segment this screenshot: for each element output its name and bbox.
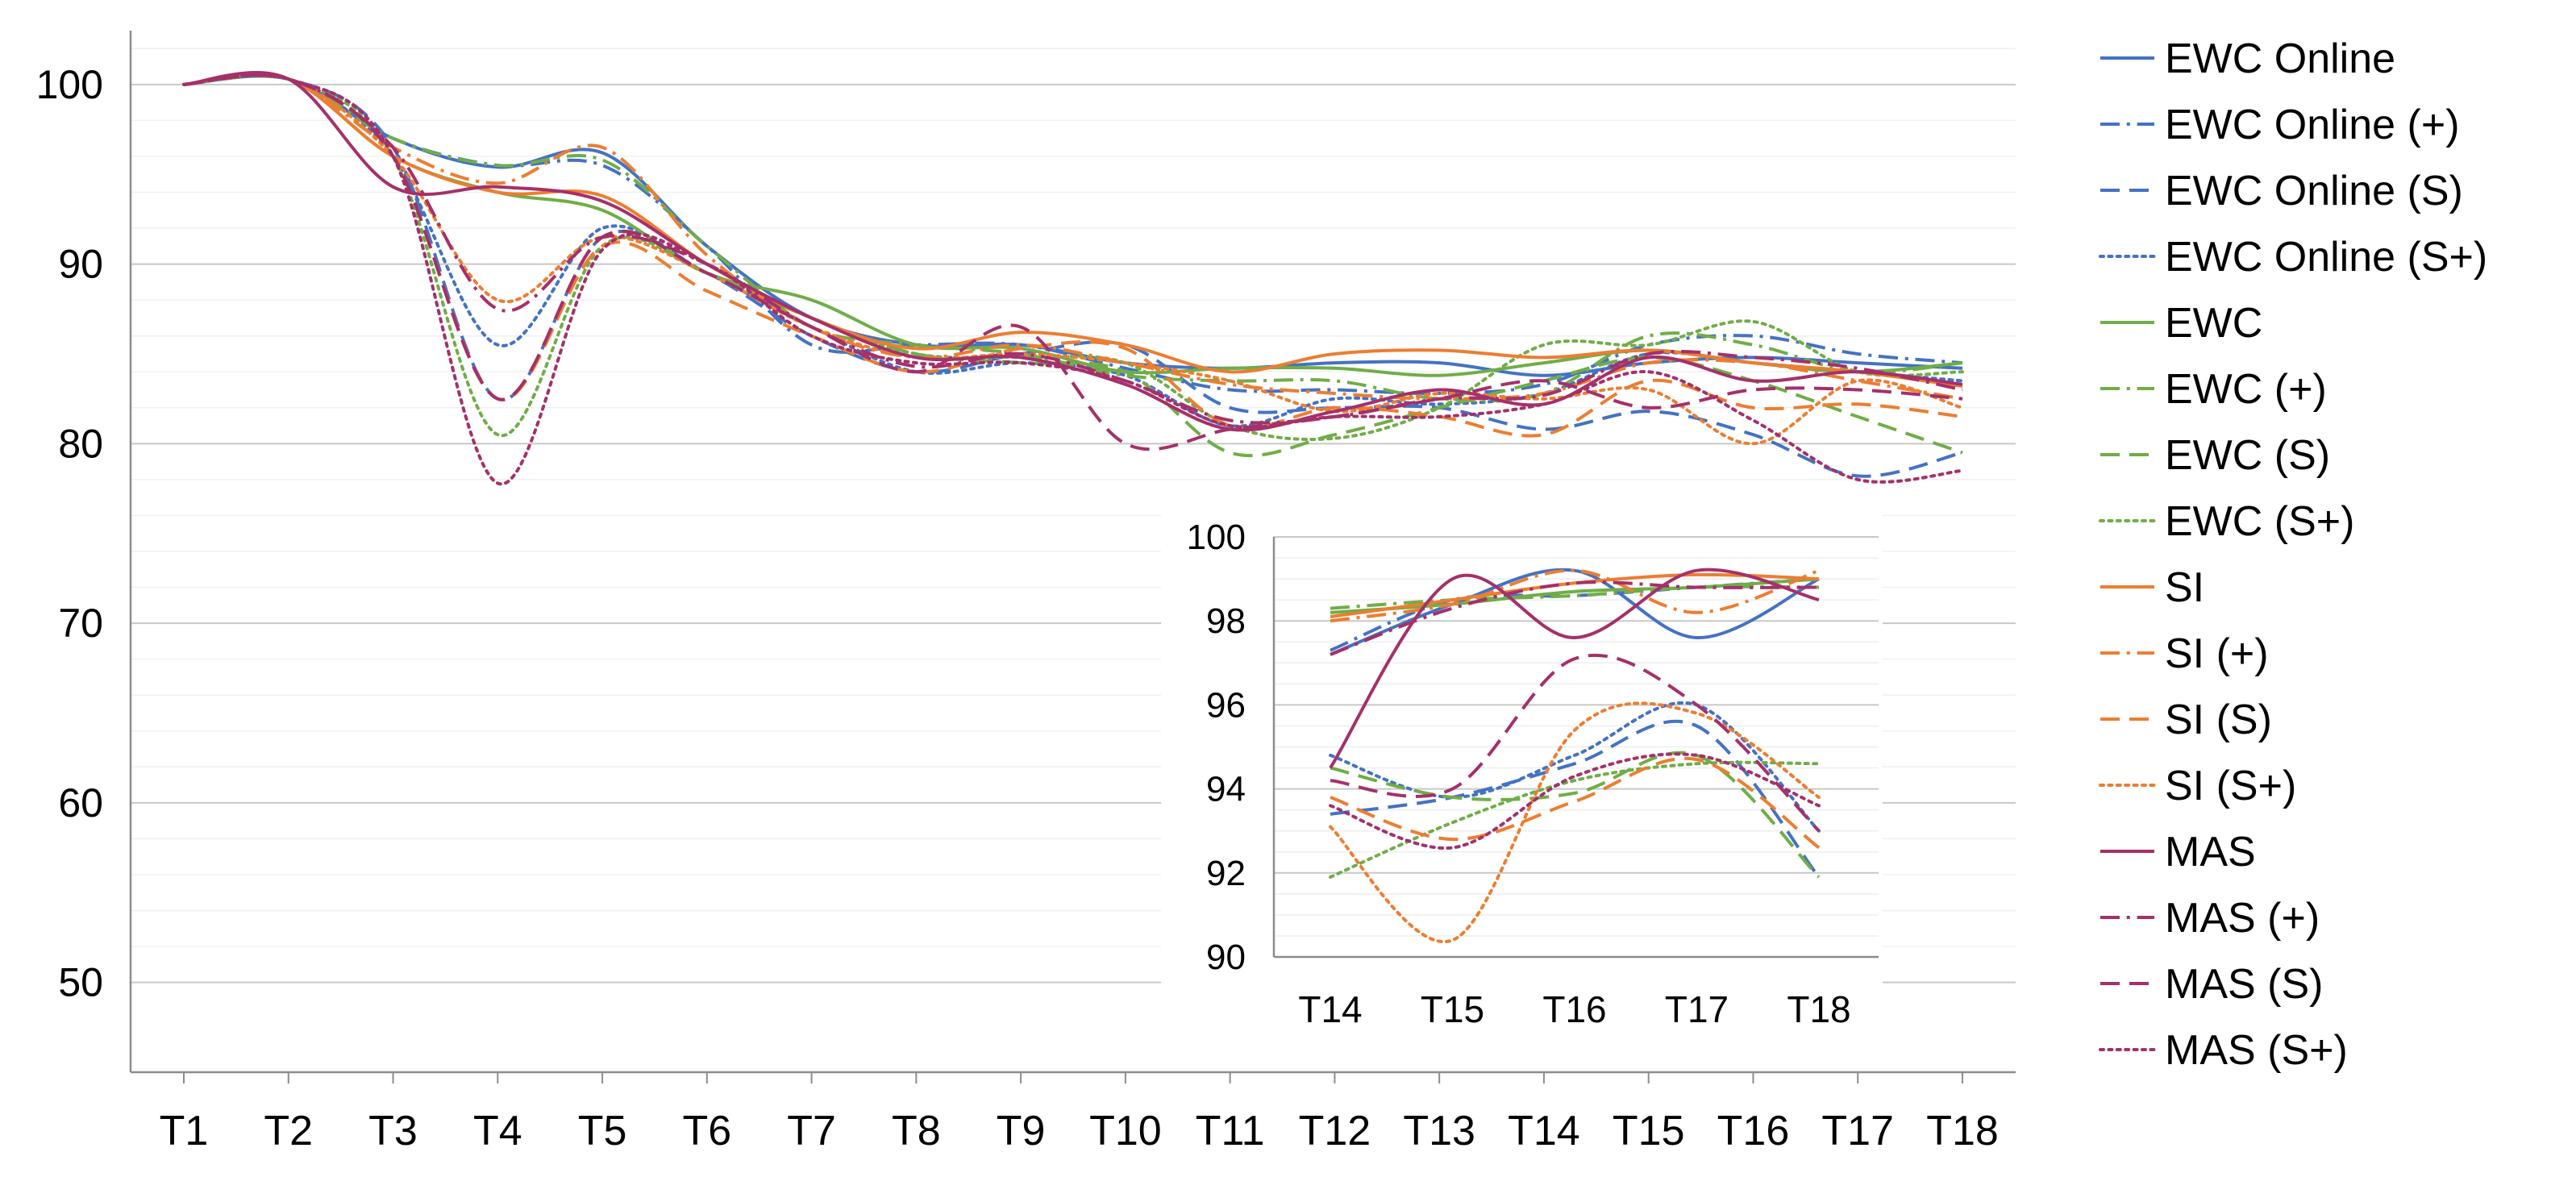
inset-x-tick-label: T17 — [1665, 988, 1729, 1030]
inset-series-line-mas-s — [1330, 653, 1821, 833]
legend-label: EWC Online (S+) — [2165, 234, 2487, 281]
x-tick-label: T6 — [682, 1108, 731, 1154]
legend-label: EWC (S+) — [2165, 498, 2354, 545]
inset-plot: 100 98 96 94 92 90 T14 T15 T16 T17 T18 — [1161, 493, 1883, 1050]
legend: EWC Online EWC Online (+) EWC Online (S) EW… — [2099, 35, 2487, 1074]
main-plot: 100 90 80 70 60 50 T1 T2 T3 T4 T5 T6 T7 T8 T9 T10 T11 T12… — [36, 31, 2016, 1154]
legend-label: SI (+) — [2165, 630, 2269, 677]
inset-series-line-si-s — [1329, 701, 1821, 944]
x-tick-label: T12 — [1299, 1108, 1371, 1154]
x-tick-label: T16 — [1717, 1108, 1790, 1154]
x-tick-label: T13 — [1403, 1108, 1475, 1154]
x-tick-label: T10 — [1089, 1108, 1162, 1154]
inset-series-line-ewc — [1330, 577, 1820, 614]
legend-label: EWC Online (+) — [2165, 102, 2460, 148]
x-tick-label: T17 — [1821, 1108, 1894, 1154]
series-line-mas-s — [182, 73, 1964, 486]
inset-x-tick-label: T16 — [1542, 988, 1606, 1030]
inset-series-line-ewc-online-s — [1330, 719, 1821, 879]
y-tick-label: 70 — [58, 601, 103, 646]
legend-label: EWC Online (S) — [2165, 168, 2463, 214]
inset-y-tick-label: 100 — [1187, 518, 1246, 557]
inset-x-tick-label: T14 — [1298, 988, 1362, 1030]
inset-series-line-ewc-s — [1330, 751, 1821, 879]
inset-series-line-si — [1330, 568, 1820, 623]
y-tick-label: 100 — [36, 62, 103, 107]
legend-label: MAS (S) — [2165, 961, 2323, 1008]
x-tick-label: T18 — [1926, 1108, 1999, 1154]
inset-y-tick-label: 90 — [1206, 938, 1246, 977]
inset-series-line-mas — [1329, 568, 1820, 769]
y-tick-label: 60 — [58, 780, 103, 826]
inset-y-tick-label: 92 — [1206, 854, 1246, 893]
series-line-si — [183, 73, 1963, 389]
x-tick-label: T15 — [1613, 1108, 1685, 1154]
inset-x-tick-label: T18 — [1787, 988, 1850, 1030]
x-tick-label: T4 — [473, 1108, 522, 1154]
legend-label: SI — [2165, 564, 2204, 611]
legend-label: SI (S) — [2165, 697, 2272, 743]
x-tick-label: T5 — [578, 1108, 627, 1154]
inset-series-line-si — [1330, 572, 1820, 618]
inset-y-tick-label: 96 — [1206, 685, 1246, 725]
x-tick-label: T2 — [264, 1108, 313, 1154]
legend-label: MAS — [2165, 829, 2256, 875]
series-line-si-s — [182, 73, 1964, 446]
x-tick-label: T14 — [1508, 1108, 1580, 1154]
inset-x-tick-label: T15 — [1421, 988, 1484, 1030]
y-tick-label: 80 — [58, 421, 103, 466]
inset-series-line-mas-s — [1329, 752, 1821, 850]
series-line-si — [183, 73, 1963, 401]
x-tick-label: T11 — [1196, 1108, 1265, 1154]
x-tick-label: T1 — [160, 1108, 209, 1154]
inset-y-tick-label: 98 — [1206, 601, 1246, 641]
legend-label: EWC Online — [2165, 35, 2395, 82]
x-tick-label: T9 — [997, 1108, 1046, 1154]
legend-label: EWC (+) — [2165, 366, 2327, 413]
legend-label: EWC (S) — [2165, 432, 2330, 479]
x-tick-label: T3 — [368, 1108, 418, 1154]
legend-label: SI (S+) — [2165, 763, 2296, 809]
inset-series-line-si-s — [1330, 756, 1821, 850]
series-line-mas-s — [183, 73, 1963, 451]
inset-series-line-ewc-s — [1329, 760, 1821, 879]
x-tick-label: T7 — [787, 1108, 836, 1154]
inset-y-tick-label: 94 — [1206, 770, 1246, 809]
series-line-ewc-online — [183, 74, 1963, 396]
y-tick-label: 90 — [58, 242, 103, 287]
series-line-mas — [183, 73, 1963, 425]
legend-label: EWC — [2165, 300, 2262, 347]
x-tick-label: T8 — [892, 1108, 941, 1154]
legend-label: MAS (+) — [2165, 895, 2320, 942]
y-tick-label: 50 — [58, 960, 103, 1005]
inset-series-line-mas — [1330, 580, 1820, 656]
legend-label: MAS (S+) — [2165, 1027, 2348, 1074]
